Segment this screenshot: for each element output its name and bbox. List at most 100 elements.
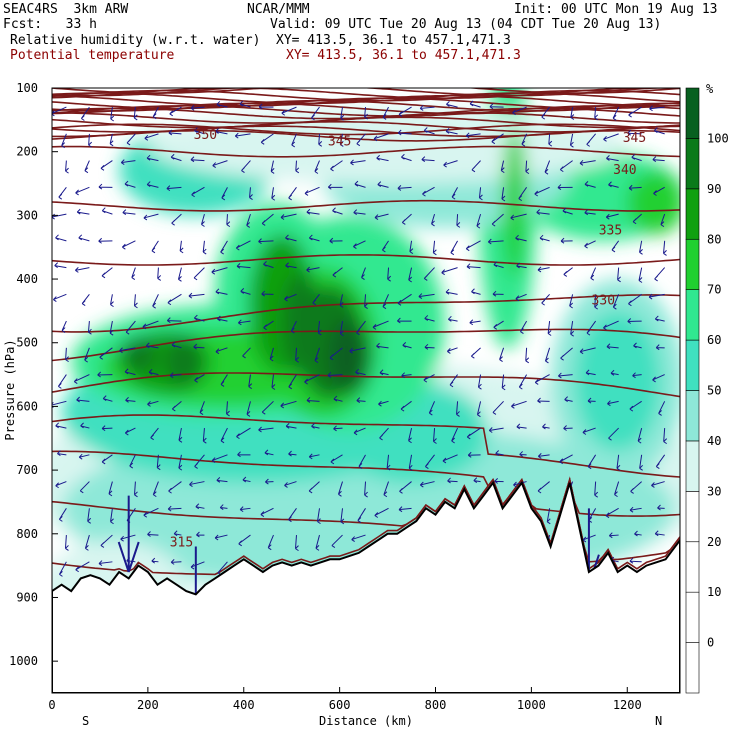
wind-arrow <box>418 293 435 299</box>
wind-arrow <box>356 397 366 404</box>
wind-arrow <box>87 321 92 335</box>
wind-arrow <box>246 213 251 228</box>
wind-arrow <box>587 397 596 404</box>
wind-arrow <box>75 186 90 196</box>
wind-arrow <box>510 213 527 221</box>
wind-arrow <box>537 481 550 494</box>
wind-arrow <box>152 481 159 498</box>
wind-arrow <box>639 454 644 471</box>
wind-arrow <box>560 347 573 361</box>
wind-arrow <box>537 453 550 459</box>
wind-arrow <box>655 344 665 351</box>
wind-arrow <box>215 347 228 355</box>
wind-arrow <box>126 133 136 146</box>
wind-arrow <box>237 451 251 458</box>
wind-arrow <box>654 530 665 537</box>
wind-arrow <box>173 530 182 537</box>
wind-arrow <box>557 184 573 190</box>
wind-arrow <box>178 454 183 471</box>
wind-arrow <box>516 423 527 430</box>
y-tick-label: 700 <box>16 463 38 477</box>
theta-line <box>52 94 680 107</box>
y-tick-label: 900 <box>16 590 38 604</box>
wind-arrow <box>456 401 460 417</box>
wind-arrow <box>239 100 251 108</box>
wind-arrow <box>634 530 642 537</box>
theta-contours <box>52 88 680 576</box>
wind-arrow <box>590 267 597 281</box>
wind-arrow <box>190 104 205 111</box>
wind-arrow <box>238 534 251 547</box>
wind-arrow <box>443 160 458 168</box>
wind-arrow <box>311 423 320 429</box>
theta-line <box>52 102 680 115</box>
wind-arrow <box>432 240 437 256</box>
wind-arrow <box>122 240 136 250</box>
wind-arrow <box>110 508 114 525</box>
wind-arrow <box>511 400 527 409</box>
theta-line <box>52 145 680 158</box>
wind-arrow <box>237 319 251 326</box>
wind-arrow <box>563 425 573 431</box>
wind-arrow <box>606 343 619 350</box>
wind-arrow <box>419 105 435 111</box>
wind-arrow <box>201 213 205 227</box>
wind-arrow <box>492 290 504 297</box>
wind-arrow <box>408 267 413 283</box>
colorbar-label: 60 <box>707 333 721 347</box>
wind-arrow <box>537 266 550 273</box>
wind-arrow <box>147 531 159 537</box>
wind-arrow <box>376 342 389 349</box>
wind-arrow <box>211 454 228 463</box>
rh-blob <box>147 107 628 184</box>
wind-arrow <box>124 180 136 188</box>
wind-arrow <box>145 342 159 349</box>
wind-arrow <box>194 454 205 469</box>
wind-arrow <box>473 477 481 484</box>
wind-arrow <box>306 266 320 273</box>
wind-arrow <box>605 213 619 220</box>
wind-arrow <box>637 427 643 444</box>
rh-blob <box>164 336 204 388</box>
y-tick-label: 200 <box>16 145 38 159</box>
wind-arrow <box>628 106 642 118</box>
wind-arrow <box>196 531 205 538</box>
wind-arrow <box>631 154 642 162</box>
wind-arrow <box>494 478 504 484</box>
wind-arrow <box>431 213 436 227</box>
wind-arrow <box>55 481 67 489</box>
colorbar-label: 10 <box>707 585 721 599</box>
wind-arrow <box>612 106 620 121</box>
wind-arrow <box>425 454 435 469</box>
y-tick-label: 100 <box>16 81 38 95</box>
wind-arrow <box>100 160 113 171</box>
wind-arrow <box>632 372 642 379</box>
wind-arrow <box>617 267 621 283</box>
y-tick-label: 800 <box>16 527 38 541</box>
wind-arrow <box>168 481 182 494</box>
rh-blob <box>574 310 661 451</box>
wind-arrow <box>157 267 162 281</box>
wind-arrow <box>124 368 136 376</box>
wind-arrow <box>295 347 300 363</box>
wind-arrow <box>518 374 528 390</box>
wind-arrow <box>611 240 620 253</box>
wind-arrow <box>353 240 366 250</box>
wind-arrow <box>188 292 205 299</box>
theta-contour-label: 345 <box>328 134 351 149</box>
wind-arrow <box>409 240 414 255</box>
wind-arrow <box>216 476 228 483</box>
plot-frame <box>51 87 681 694</box>
wind-arrow <box>544 160 551 175</box>
wind-arrow <box>456 214 461 228</box>
wind-arrow <box>80 106 90 121</box>
wind-arrow <box>449 374 458 388</box>
wind-arrow <box>333 425 343 432</box>
wind-arrow <box>401 372 412 379</box>
wind-arrow <box>655 454 666 469</box>
wind-arrow <box>284 293 297 302</box>
colorbar-bin <box>685 238 700 290</box>
wind-arrow <box>195 503 205 510</box>
wind-arrow <box>487 238 504 245</box>
wind-arrow <box>400 400 412 412</box>
